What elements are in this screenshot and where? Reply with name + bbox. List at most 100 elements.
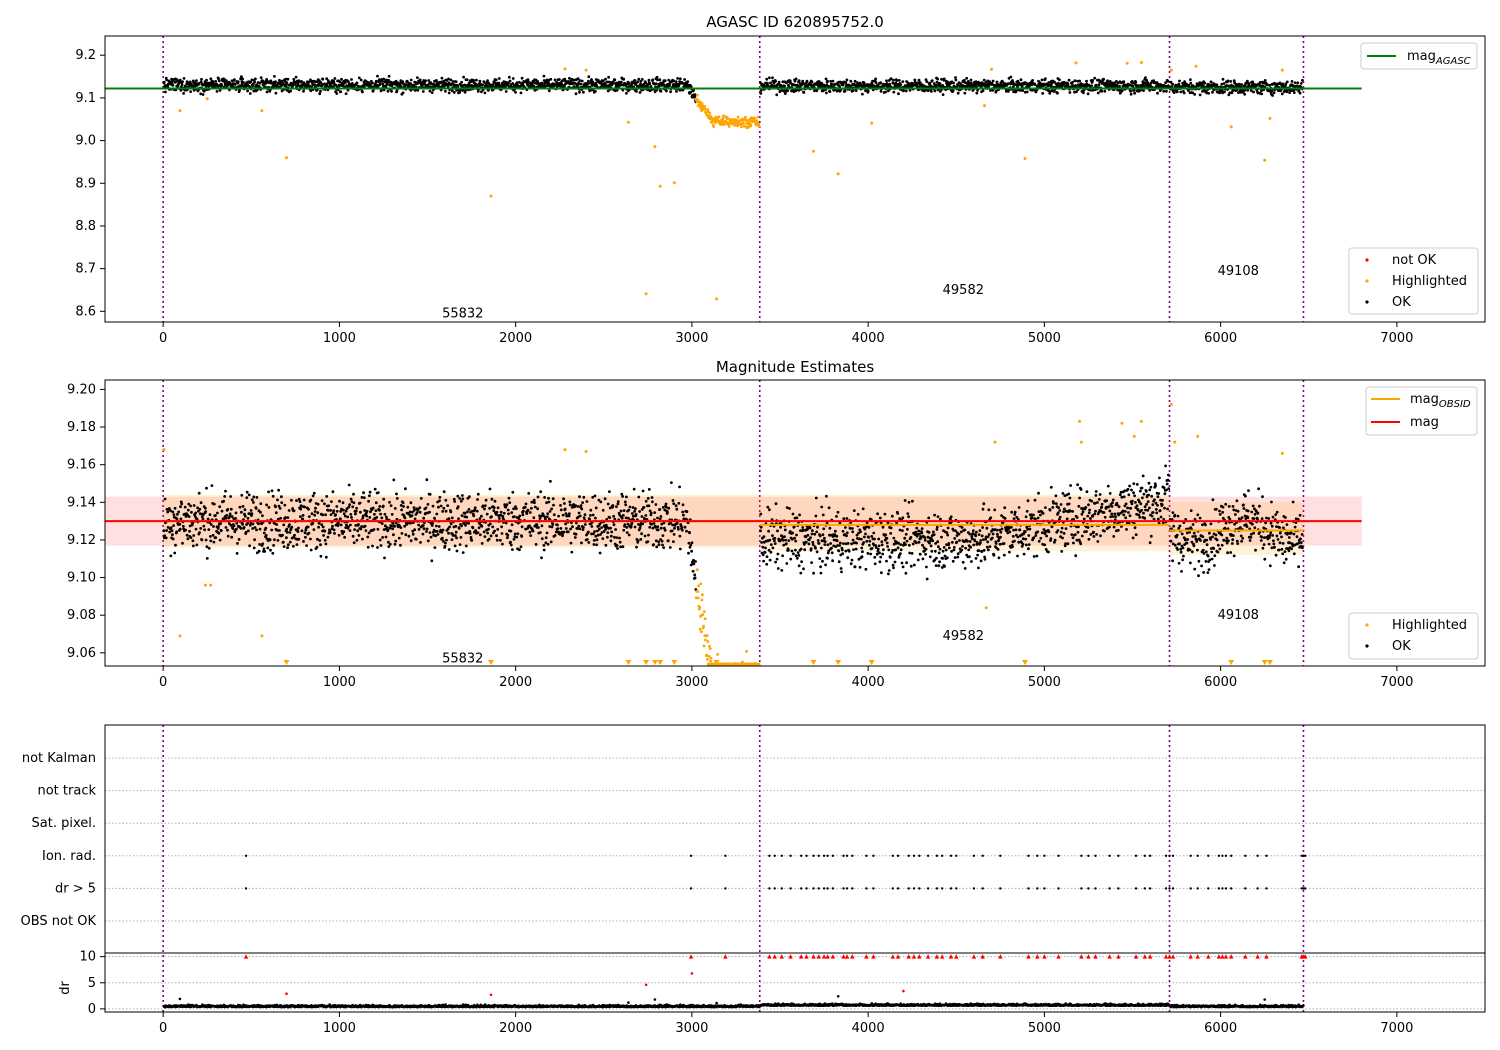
point-ok	[939, 90, 942, 93]
point-ok	[379, 544, 383, 547]
point-ok	[587, 541, 591, 544]
point-ok	[836, 510, 840, 514]
point-ok	[476, 90, 480, 93]
point-ok	[610, 530, 614, 534]
point-ok	[1182, 91, 1186, 95]
point-ok	[889, 532, 893, 535]
point-ok	[625, 531, 629, 534]
point-ok	[507, 75, 511, 79]
point-ok	[613, 78, 617, 82]
point-ok	[255, 496, 259, 499]
point-highlighted	[747, 125, 750, 129]
point-ok	[452, 497, 456, 501]
point-ok	[642, 506, 646, 509]
point-highlighted	[1268, 116, 1272, 120]
point-ok	[846, 542, 850, 545]
point-ok	[868, 543, 871, 547]
point-ok	[440, 536, 444, 540]
point-ok	[685, 510, 689, 513]
point-highlighted	[1074, 61, 1078, 65]
point-ok	[488, 522, 492, 526]
point-ok	[467, 521, 470, 525]
legend-label-mag-agasc: magAGASC	[1407, 49, 1471, 67]
point-ok	[845, 517, 849, 520]
point-ok	[820, 505, 824, 509]
point-ok	[769, 543, 773, 546]
point-ok	[776, 552, 780, 556]
point-ok	[458, 543, 462, 546]
point-ok	[759, 81, 762, 85]
point-ok	[487, 527, 490, 531]
point-ok	[904, 543, 907, 546]
point-ok	[965, 76, 969, 80]
point-ok	[591, 513, 595, 517]
legend-marker-not-ok	[1365, 258, 1369, 262]
point-ok	[163, 497, 167, 501]
point-ok	[207, 528, 211, 531]
point-ok	[295, 543, 299, 546]
point-ok	[518, 514, 522, 518]
point-ok	[226, 508, 230, 511]
point-ok	[847, 549, 851, 553]
point-ok	[577, 511, 581, 515]
point-ok	[533, 501, 536, 504]
point-ok	[490, 515, 493, 518]
point-ok	[273, 538, 276, 542]
point-ok	[907, 543, 911, 547]
point-ok	[870, 547, 874, 550]
point-ok	[265, 503, 268, 507]
point-highlighted	[700, 598, 704, 602]
point-ok	[561, 513, 565, 517]
point-ok	[246, 89, 250, 93]
point-ok	[1136, 84, 1140, 88]
point-ok	[296, 530, 300, 533]
point-ok	[917, 529, 921, 533]
point-ok	[777, 80, 781, 84]
point-ok	[822, 527, 826, 531]
point-ok	[499, 538, 502, 542]
point-highlighted	[699, 630, 703, 634]
point-ok	[355, 81, 359, 85]
point-ok	[319, 554, 323, 558]
point-ok	[547, 81, 550, 84]
point-ok	[303, 531, 307, 535]
point-ok	[770, 83, 774, 87]
point-ok	[169, 526, 173, 530]
point-ok	[930, 90, 933, 93]
point-ok	[793, 79, 797, 83]
point-ok	[615, 544, 619, 547]
point-ok	[647, 488, 651, 491]
point-ok	[195, 79, 198, 83]
point-ok	[628, 505, 632, 509]
point-ok	[520, 535, 524, 538]
point-ok	[967, 81, 971, 85]
point-ok	[323, 502, 326, 506]
point-ok	[400, 532, 404, 535]
point-ok	[378, 505, 382, 508]
point-ok	[476, 531, 480, 534]
point-ok	[802, 567, 805, 571]
point-ok	[821, 513, 825, 517]
point-ok	[251, 522, 255, 526]
point-ok	[867, 526, 871, 529]
point-ok	[250, 498, 254, 502]
point-ok	[874, 77, 877, 81]
point-ok	[913, 563, 916, 567]
point-ok	[395, 517, 399, 521]
point-ok	[651, 526, 655, 530]
point-ok	[481, 83, 484, 87]
point-ok	[214, 536, 218, 539]
point-highlighted	[709, 659, 712, 663]
point-ok	[823, 543, 827, 546]
point-ok	[216, 511, 219, 515]
point-ok	[439, 528, 443, 532]
point-ok	[447, 548, 451, 551]
point-ok	[805, 79, 809, 83]
point-ok	[824, 563, 827, 567]
point-ok	[314, 506, 317, 510]
point-ok	[253, 80, 256, 84]
point-ok	[771, 76, 774, 80]
point-ok	[274, 91, 278, 95]
point-ok	[266, 546, 270, 550]
